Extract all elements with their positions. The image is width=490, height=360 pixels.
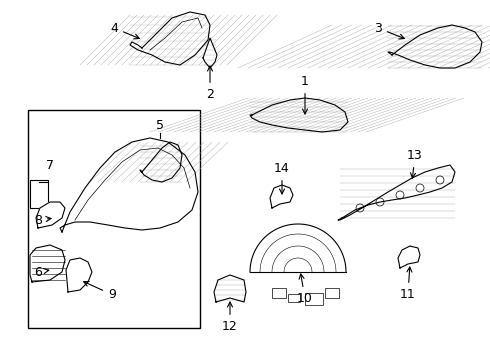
Text: 11: 11 — [400, 267, 416, 301]
Polygon shape — [66, 258, 92, 292]
Text: 9: 9 — [84, 282, 116, 301]
Text: 10: 10 — [297, 274, 313, 305]
Text: 7: 7 — [46, 159, 54, 172]
Text: 8: 8 — [34, 213, 51, 226]
Text: 5: 5 — [156, 119, 164, 132]
Text: 1: 1 — [301, 75, 309, 114]
Text: 14: 14 — [274, 162, 290, 194]
Polygon shape — [130, 12, 210, 65]
Text: 2: 2 — [206, 66, 214, 101]
Polygon shape — [214, 275, 246, 302]
Bar — [325, 288, 339, 298]
Text: 3: 3 — [374, 22, 404, 39]
Polygon shape — [338, 165, 455, 220]
Bar — [305, 293, 323, 305]
Bar — [288, 294, 300, 302]
Polygon shape — [270, 185, 293, 208]
Polygon shape — [388, 25, 482, 68]
Polygon shape — [250, 98, 348, 132]
Bar — [28, 110, 200, 328]
Polygon shape — [398, 246, 420, 268]
Polygon shape — [36, 202, 65, 228]
Polygon shape — [140, 142, 182, 182]
Text: 4: 4 — [110, 22, 139, 39]
Polygon shape — [203, 38, 217, 68]
Text: 6: 6 — [34, 266, 49, 279]
Polygon shape — [250, 224, 346, 272]
Text: 12: 12 — [222, 302, 238, 333]
Text: 13: 13 — [407, 149, 423, 178]
Bar — [30, 180, 48, 208]
Bar — [272, 288, 286, 298]
Polygon shape — [60, 138, 198, 232]
Polygon shape — [30, 245, 65, 282]
